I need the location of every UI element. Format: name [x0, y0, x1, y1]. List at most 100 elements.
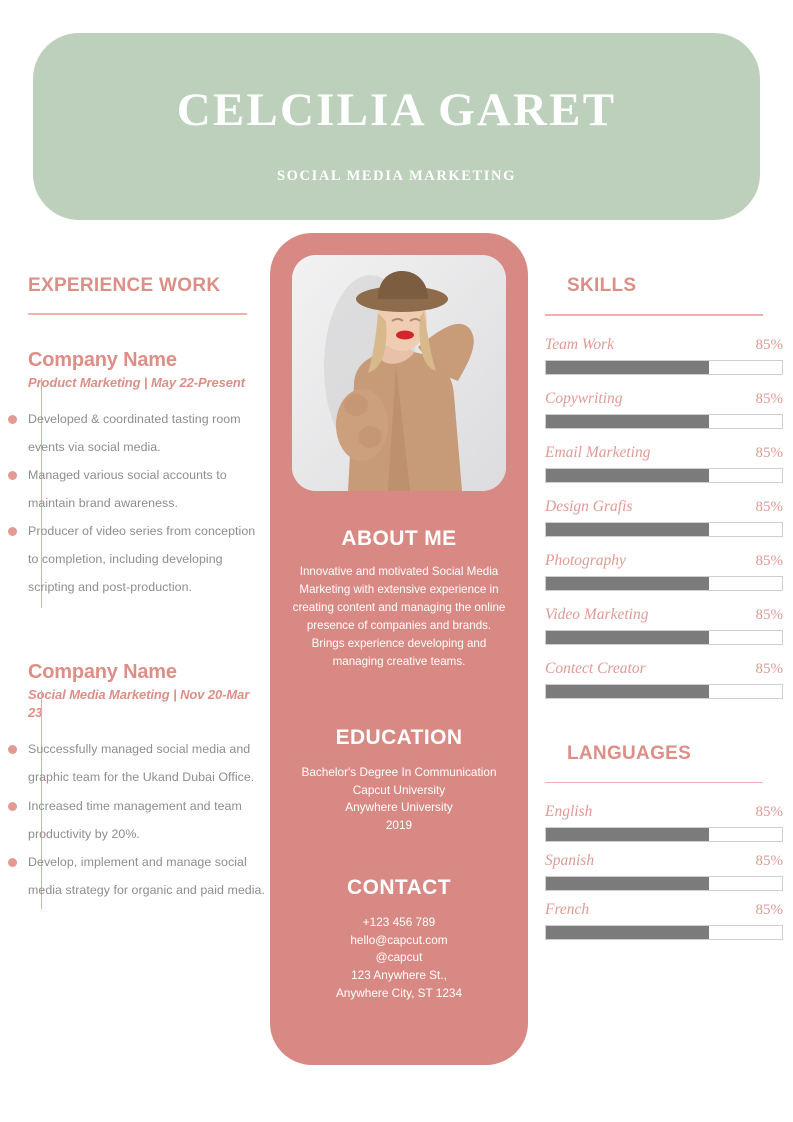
bar-track — [545, 521, 783, 537]
skill-bar-row: Email Marketing 85% — [545, 444, 793, 483]
section-title-experience: EXPERIENCE WORK — [28, 275, 221, 296]
contact-details: +123 456 789 hello@capcut.com @capcut 123 A… — [270, 914, 528, 1002]
experience-column: EXPERIENCE WORK Company Name Product Mark… — [0, 275, 265, 910]
about-me-text: Innovative and motivated Social Media Ma… — [292, 565, 506, 668]
bar-fill — [546, 360, 709, 374]
bar-label: Spanish — [545, 852, 595, 870]
skill-bar-row: Photography 85% — [545, 552, 793, 591]
bar-percent: 85% — [755, 444, 784, 461]
avatar — [292, 255, 506, 491]
detail-line: Bachelor's Degree In Communication — [301, 765, 497, 779]
bar-percent: 85% — [755, 336, 784, 353]
bar-percent: 85% — [755, 390, 784, 407]
bar-label: Photography — [545, 551, 626, 569]
skills-bar-list: Team Work 85% Copywriting 85% Email Marketin… — [545, 336, 793, 699]
bar-percent: 85% — [755, 902, 784, 919]
company-name: Company Name — [28, 348, 177, 371]
bar-label: French — [545, 901, 590, 919]
bar-label: Email Marketing — [545, 443, 651, 461]
skill-bar-row: Video Marketing 85% — [545, 606, 793, 645]
detail-line: hello@capcut.com — [350, 932, 448, 947]
bar-label: Copywriting — [545, 389, 623, 407]
contact-block: CONTACT +123 456 789 hello@capcut.com @cap… — [270, 876, 528, 1002]
section-title-skills: SKILLS — [567, 275, 637, 296]
skill-bar-row: Design Grafis 85% — [545, 498, 793, 537]
bar-label: Team Work — [545, 335, 615, 353]
section-divider-experience — [28, 313, 247, 315]
skills-column: SKILLS Team Work 85% Copywriting 85% Email M… — [545, 275, 793, 950]
bar-fill — [546, 522, 709, 536]
timeline-dot-icon — [7, 471, 17, 481]
bar-fill — [546, 926, 709, 940]
bar-percent: 85% — [755, 498, 784, 515]
bar-fill — [546, 877, 709, 891]
experience-entry: Company Name Product Marketing | May 22-P… — [7, 348, 265, 608]
detail-line: Anywhere University — [345, 800, 453, 815]
bar-header: Team Work 85% — [545, 336, 783, 354]
bar-percent: 85% — [755, 552, 784, 569]
bar-track — [545, 683, 783, 699]
detail-line: Capcut University — [352, 782, 446, 797]
job-bullet: Managed various social accounts to maint… — [7, 461, 265, 517]
bar-track — [545, 876, 783, 892]
job-bullet-list: Successfully managed social media and gr… — [7, 735, 265, 903]
bar-fill — [546, 684, 709, 698]
timeline-line — [40, 377, 42, 608]
bar-track — [545, 827, 783, 843]
bar-fill — [546, 468, 709, 482]
timeline-line — [40, 690, 42, 910]
job-role-dates: Social Media Marketing | Nov 20-Mar 23 — [28, 687, 250, 720]
bar-header: French 85% — [545, 901, 783, 919]
bar-fill — [546, 576, 709, 590]
bar-track — [545, 629, 783, 645]
bar-fill — [546, 630, 709, 644]
bar-header: Copywriting 85% — [545, 390, 783, 408]
bar-header: Email Marketing 85% — [545, 444, 783, 462]
section-title-languages: LANGUAGES — [567, 742, 692, 764]
section-title-contact: CONTACT — [347, 876, 451, 899]
languages-bar-list: English 85% Spanish 85% French 85% — [545, 803, 793, 941]
timeline-dot-icon — [7, 745, 17, 755]
bar-track — [545, 413, 783, 429]
bar-header: Video Marketing 85% — [545, 606, 783, 624]
bar-percent: 85% — [755, 804, 784, 821]
experience-entry: Company Name Social Media Marketing | Nov… — [7, 661, 265, 910]
language-bar-row: English 85% — [545, 803, 793, 843]
timeline-dot-icon — [7, 801, 17, 811]
detail-line: +123 456 789 — [362, 915, 436, 929]
bar-label: Design Grafis — [545, 497, 633, 515]
bar-percent: 85% — [755, 853, 784, 870]
job-bullet: Producer of video series from conception… — [7, 517, 265, 601]
language-bar-row: French 85% — [545, 901, 793, 941]
bar-header: Spanish 85% — [545, 852, 783, 870]
detail-line: 123 Anywhere St., — [351, 968, 447, 983]
job-role-dates: Product Marketing | May 22-Present — [28, 374, 245, 390]
bar-track — [545, 575, 783, 591]
detail-line: @capcut — [375, 950, 423, 965]
bar-header: Photography 85% — [545, 552, 783, 570]
job-bullet: Increased time management and team produ… — [7, 792, 265, 848]
bar-percent: 85% — [755, 660, 784, 677]
job-bullet: Successfully managed social media and gr… — [7, 735, 265, 791]
company-name: Company Name — [28, 661, 177, 684]
section-divider-skills — [545, 314, 763, 316]
experience-timeline: Company Name Product Marketing | May 22-P… — [0, 348, 265, 910]
section-title-education: EDUCATION — [335, 726, 463, 749]
bar-header: Contect Creator 85% — [545, 660, 783, 678]
bar-fill — [546, 828, 709, 842]
detail-line: 2019 — [385, 818, 413, 833]
bar-track — [545, 467, 783, 483]
skill-bar-row: Contect Creator 85% — [545, 660, 793, 699]
skill-bar-row: Team Work 85% — [545, 336, 793, 375]
bar-label: Contect Creator — [545, 659, 646, 677]
timeline-dot-icon — [7, 857, 17, 867]
bar-label: Video Marketing — [545, 605, 649, 623]
bar-track — [545, 925, 783, 941]
job-bullet: Developed & coordinated tasting room eve… — [7, 405, 265, 461]
timeline-dot-icon — [7, 415, 17, 425]
timeline-dot-icon — [7, 527, 17, 537]
job-bullet-list: Developed & coordinated tasting room eve… — [7, 405, 265, 601]
bar-percent: 85% — [755, 606, 784, 623]
about-me-block: ABOUT ME Innovative and motivated Social… — [270, 527, 528, 671]
